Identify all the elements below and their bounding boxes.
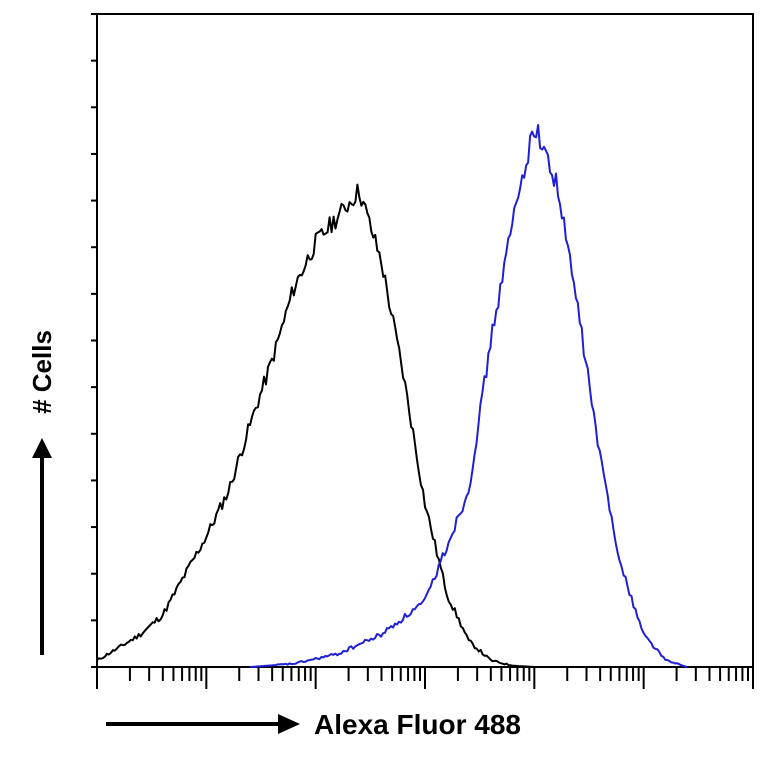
y-axis-label: # Cells (27, 330, 57, 414)
x-axis-label-group: Alexa Fluor 488 (106, 709, 521, 740)
x-axis-ticks (96, 667, 754, 689)
series-layer (96, 124, 688, 668)
y-axis-arrow-head (32, 438, 52, 458)
plot-frame (96, 13, 754, 668)
y-axis-label-group: # Cells (27, 330, 57, 655)
x-axis-arrow-head (278, 714, 300, 734)
series-line-blue (249, 124, 688, 668)
series-line-black (96, 183, 535, 668)
y-axis-ticks (91, 13, 97, 668)
x-axis-label: Alexa Fluor 488 (314, 709, 521, 740)
